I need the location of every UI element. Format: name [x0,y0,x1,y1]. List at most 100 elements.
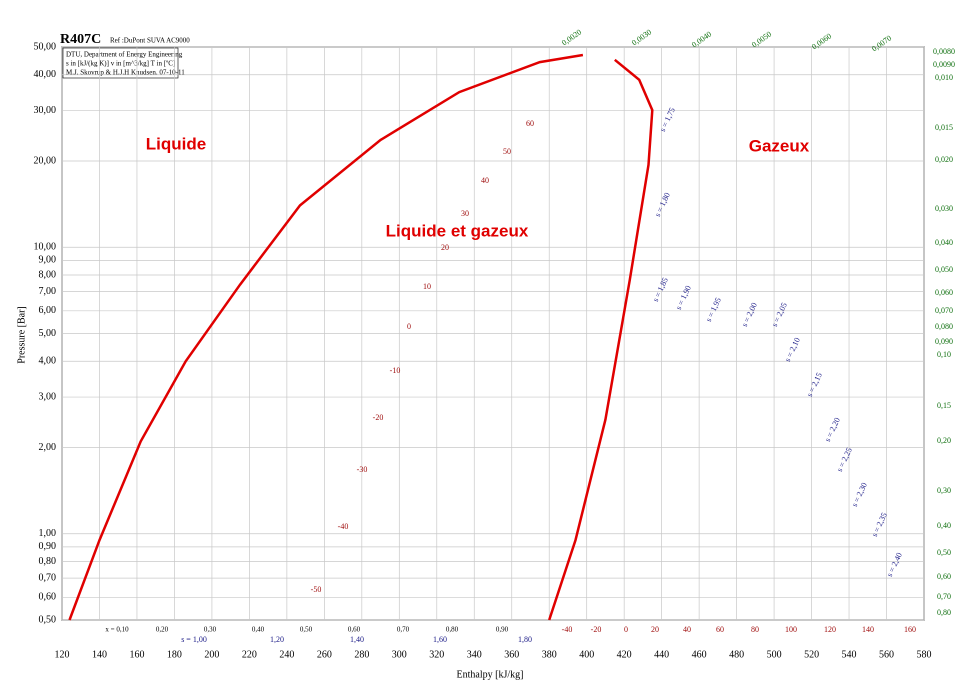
region-label: Gazeux [749,136,810,155]
x-tick-label: 300 [392,649,407,660]
isotherm-label: -10 [390,366,401,375]
x-tick-label: 360 [504,649,519,660]
temperature-label: -20 [591,625,602,634]
x-tick-label: 420 [617,649,632,660]
x-tick-label: 160 [129,649,144,660]
isotherm-label: -30 [357,465,368,474]
volume-label: 0,080 [935,322,953,331]
y-tick-label: 0,90 [39,541,57,552]
x-tick-label: 140 [92,649,107,660]
entropy-label: s = 1,00 [181,635,207,644]
quality-label: 0,20 [156,626,169,634]
volume-label: 0,010 [935,73,953,82]
x-tick-label: 340 [467,649,482,660]
x-tick-label: 480 [729,649,744,660]
x-tick-label: 260 [317,649,332,660]
x-tick-label: 240 [279,649,294,660]
temperature-label: 0 [624,625,628,634]
temperature-label: 20 [651,625,659,634]
isotherm-label: 60 [526,119,534,128]
y-tick-label: 4,00 [39,356,57,367]
temperature-label: 100 [785,625,797,634]
x-tick-label: 320 [429,649,444,660]
y-tick-label: 40,00 [34,69,57,80]
y-tick-label: 0,50 [39,614,57,625]
volume-label: 0,020 [935,155,953,164]
entropy-label: 1,80 [518,635,532,644]
volume-label: 0,070 [935,306,953,315]
volume-label: 0,0040 [690,29,713,49]
region-label: Liquide [146,134,206,153]
x-tick-label: 220 [242,649,257,660]
isotherm-label: 40 [481,176,489,185]
isotherm-label: 50 [503,147,511,156]
volume-label: 0,0050 [750,29,773,49]
y-tick-label: 10,00 [34,242,57,253]
saturation-line [548,58,654,621]
y-tick-label: 7,00 [39,286,57,297]
volume-label: 0,30 [937,486,951,495]
x-tick-label: 200 [204,649,219,660]
volume-label: 0,040 [935,238,953,247]
isotherm-label: 10 [423,282,431,291]
temperature-label: 40 [683,625,691,634]
x-tick-label: 400 [579,649,594,660]
volume-label: 0,0020 [560,27,583,47]
isotherm-label: -40 [338,522,349,531]
quality-label: 0,90 [496,626,509,634]
x-tick-label: 580 [917,649,932,660]
x-tick-label: 500 [767,649,782,660]
entropy-label: 1,40 [350,635,364,644]
y-tick-label: 20,00 [34,155,57,166]
volume-label: 0,50 [937,548,951,557]
x-tick-label: 540 [842,649,857,660]
x-tick-label: 520 [804,649,819,660]
x-tick-label: 440 [654,649,669,660]
saturation-line [68,53,584,621]
volume-label: 0,090 [935,337,953,346]
y-tick-label: 0,60 [39,592,57,603]
y-tick-label: 2,00 [39,442,57,453]
volume-label: 0,60 [937,572,951,581]
x-tick-label: 560 [879,649,894,660]
volume-label: 0,050 [935,265,953,274]
x-axis-label: Enthalpy [kJ/kg] [457,669,524,680]
entropy-label: 1,60 [433,635,447,644]
info-box [62,47,179,79]
reference: Ref :DuPont SUVA AC9000 [110,37,190,45]
isotherm-label: 30 [461,209,469,218]
volume-label: 0,0080 [933,47,955,56]
isotherm-label: -50 [311,585,322,594]
y-tick-label: 1,00 [39,528,57,539]
quality-label: 0,70 [397,626,410,634]
y-tick-label: 30,00 [34,105,57,116]
x-tick-label: 180 [167,649,182,660]
x-tick-label: 460 [692,649,707,660]
region-label: Liquide et gazeux [386,221,529,240]
volume-label: 0,80 [937,608,951,617]
info-line: s in [kJ/(kg K)] v in [m^3/kg] T in [ºC] [66,60,175,68]
temperature-label: 140 [862,625,874,634]
isotherm-label: 20 [441,243,449,252]
chart-title: R407C [60,32,101,47]
y-tick-label: 6,00 [39,305,57,316]
volume-label: 0,15 [937,401,951,410]
info-line: M.J. Skovrup & H.J.H Knudsen. 07-10-11 [66,69,185,77]
isotherm-label: -20 [373,413,384,422]
quality-label: 0,50 [300,626,313,634]
volume-label: 0,030 [935,204,953,213]
volume-label: 0,20 [937,436,951,445]
temperature-label: 80 [751,625,759,634]
volume-label: 0,060 [935,288,953,297]
y-tick-label: 5,00 [39,328,57,339]
temperature-label: 160 [904,625,916,634]
volume-label: 0,40 [937,521,951,530]
x-tick-label: 120 [55,649,70,660]
entropy-label: 1,20 [270,635,284,644]
y-tick-label: 3,00 [39,391,57,402]
y-axis-label: Pressure [Bar] [16,306,27,363]
quality-label: 0,80 [446,626,459,634]
temperature-label: -40 [562,625,573,634]
